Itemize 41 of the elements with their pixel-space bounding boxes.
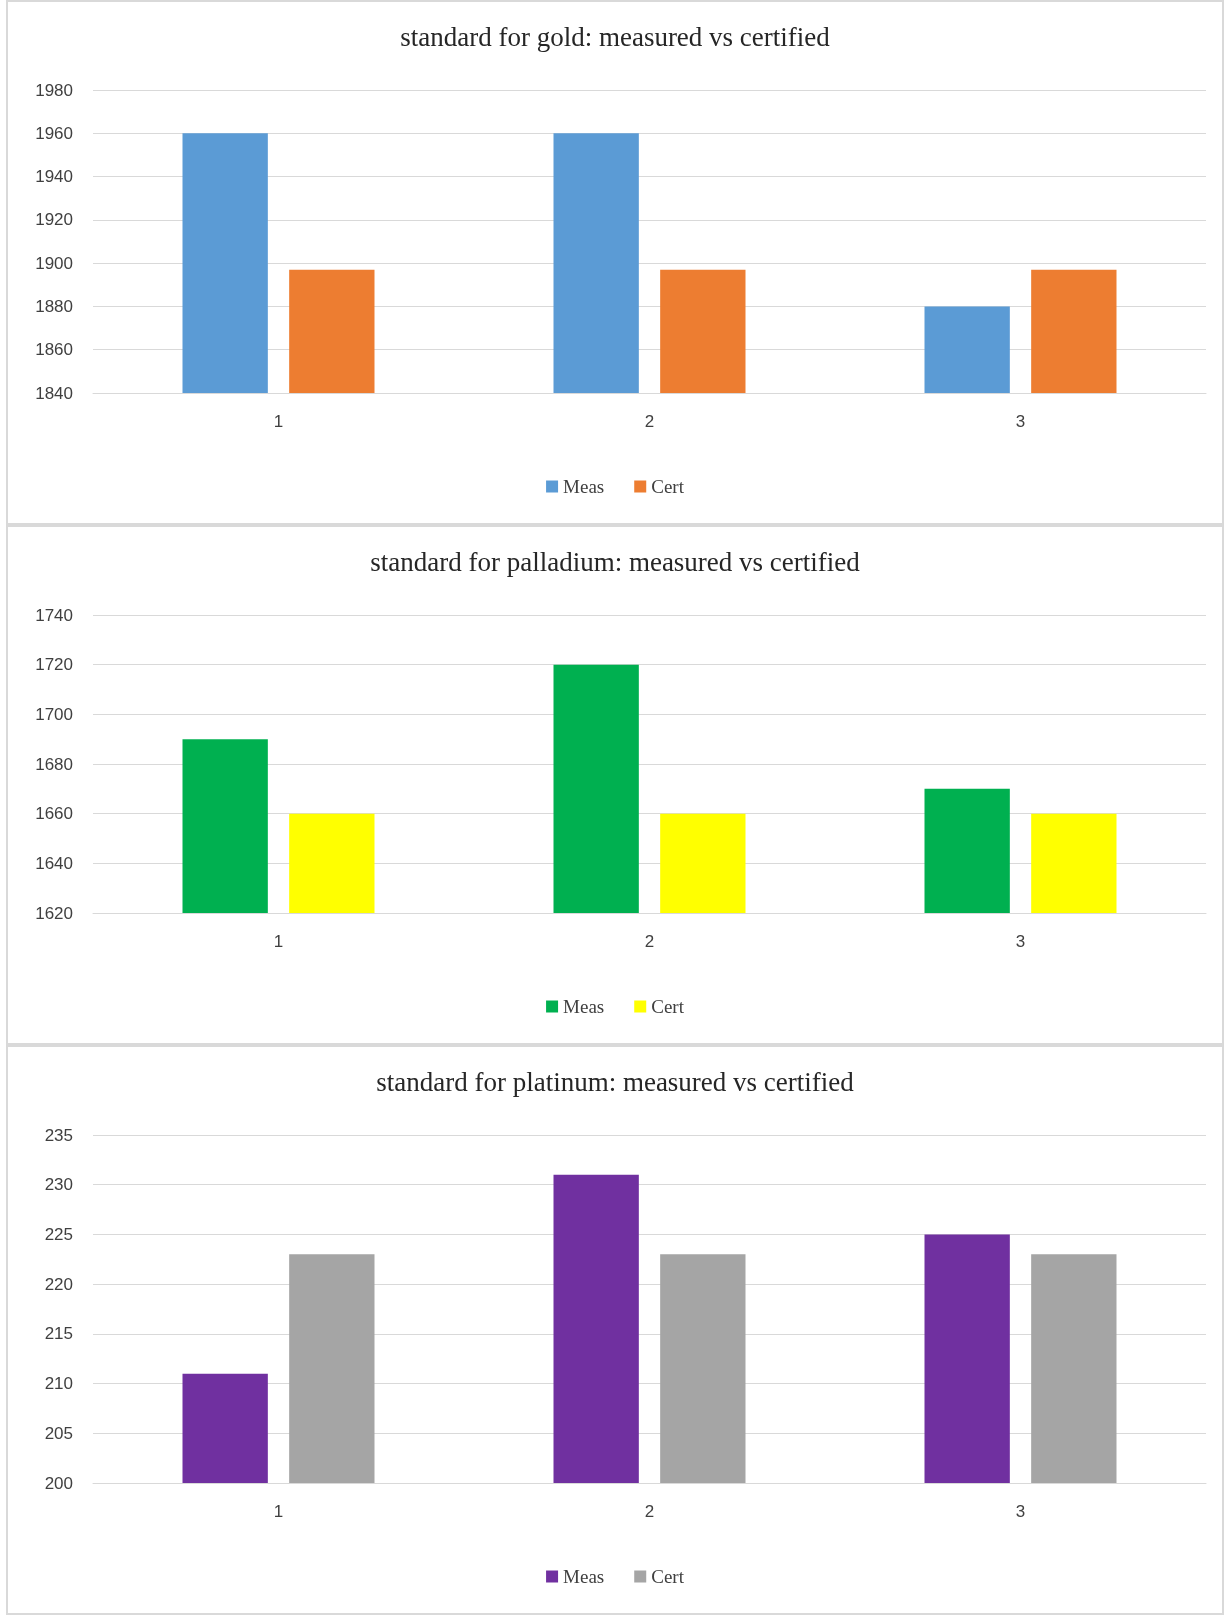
legend-label: Cert: [651, 996, 685, 1017]
y-tick-label: 1940: [35, 167, 73, 187]
y-tick-label: 1860: [35, 340, 73, 360]
legend-label: Cert: [651, 1566, 685, 1587]
chart-title: standard for gold: measured vs certified: [400, 21, 831, 52]
chart-title: standard for platinum: measured vs certified: [376, 1066, 855, 1097]
x-tick-label: 1: [273, 412, 284, 431]
legend-label: Meas: [563, 1566, 605, 1587]
chart-title: standard for palladium: measured vs certified: [370, 546, 861, 577]
y-tick-label: 1900: [35, 253, 73, 273]
y-tick-label: 1740: [35, 605, 73, 625]
y-tick-label: 1960: [35, 123, 73, 143]
x-tick-label: 3: [1015, 1502, 1026, 1521]
y-tick-label: 215: [44, 1324, 73, 1344]
y-tick-label: 1880: [35, 296, 73, 316]
y-tick-label: 1700: [35, 704, 73, 724]
y-tick-label: 1840: [35, 383, 73, 403]
y-tick-label: 220: [44, 1274, 73, 1294]
y-tick-label: 1980: [35, 80, 73, 100]
x-tick-label: 2: [644, 932, 655, 951]
y-tick-label: 1660: [35, 804, 73, 824]
x-tick-label: 3: [1015, 412, 1026, 431]
x-tick-label: 1: [273, 932, 284, 951]
x-tick-label: 2: [644, 1502, 655, 1521]
x-tick-label: 3: [1015, 932, 1026, 951]
y-tick-label: 1640: [35, 853, 73, 873]
y-tick-label: 230: [44, 1175, 73, 1195]
y-tick-label: 1720: [35, 655, 73, 675]
legend-label: Cert: [651, 476, 685, 497]
x-tick-label: 1: [273, 1502, 284, 1521]
y-tick-label: 225: [44, 1224, 73, 1244]
y-tick-label: 210: [44, 1374, 73, 1394]
y-tick-label: 1620: [35, 903, 73, 923]
legend-label: Meas: [563, 996, 605, 1017]
y-tick-label: 1680: [35, 754, 73, 774]
y-tick-label: 200: [44, 1473, 73, 1493]
x-tick-label: 2: [644, 412, 655, 431]
y-tick-label: 205: [44, 1423, 73, 1443]
y-tick-label: 1920: [35, 210, 73, 230]
y-tick-label: 235: [44, 1125, 73, 1145]
legend-label: Meas: [563, 476, 605, 497]
